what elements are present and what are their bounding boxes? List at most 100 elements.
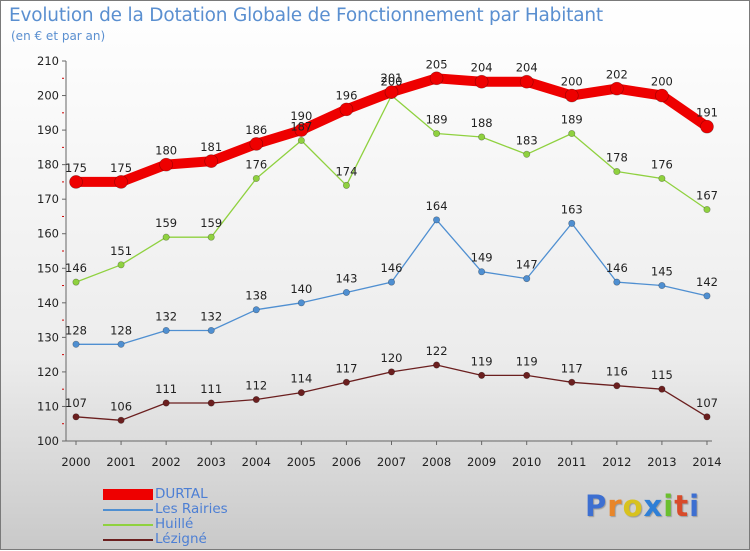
data-label-durtal: 201: [381, 71, 403, 85]
data-label-huill-: 151: [110, 244, 132, 258]
logo-letter: o: [622, 489, 644, 523]
data-label-durtal: 191: [696, 106, 718, 120]
legend-swatch-huill-: [103, 517, 153, 532]
y-tick-label: 130: [37, 330, 59, 344]
data-label-les-rairies: 163: [561, 202, 583, 216]
data-point-huill-: [478, 133, 486, 141]
data-point-l-zign-: [478, 371, 486, 379]
data-point-durtal: [429, 71, 444, 86]
data-label-les-rairies: 146: [606, 261, 628, 275]
data-point-huill-: [523, 150, 531, 158]
data-point-durtal: [159, 157, 173, 172]
data-label-l-zign-: 119: [471, 354, 493, 368]
x-tick-label: 2007: [377, 455, 406, 469]
data-point-l-zign-: [523, 371, 531, 379]
data-point-huill-: [568, 130, 576, 138]
data-point-huill-: [162, 233, 170, 241]
data-point-les-rairies: [162, 326, 170, 334]
data-point-les-rairies: [568, 219, 576, 227]
data-label-l-zign-: 107: [696, 396, 718, 410]
data-point-l-zign-: [387, 368, 395, 376]
data-point-l-zign-: [117, 416, 125, 424]
data-point-huill-: [703, 206, 711, 214]
y-tick-label: 180: [37, 158, 59, 172]
data-point-huill-: [433, 130, 441, 138]
data-label-l-zign-: 111: [155, 382, 177, 396]
data-point-durtal: [655, 88, 669, 103]
logo-letter: i: [689, 489, 701, 523]
data-point-huill-: [72, 278, 80, 286]
data-point-l-zign-: [703, 413, 711, 421]
x-tick-label: 2000: [61, 455, 90, 469]
x-tick-label: 2001: [106, 455, 135, 469]
data-label-l-zign-: 111: [200, 382, 222, 396]
data-point-durtal: [339, 102, 354, 117]
y-tick-label: 200: [37, 89, 59, 103]
legend-label-durtal: DURTAL: [155, 486, 208, 502]
data-label-huill-: 176: [245, 157, 267, 171]
data-label-durtal: 175: [65, 161, 87, 175]
data-point-les-rairies: [342, 288, 350, 296]
y-tick-label: 110: [37, 399, 59, 413]
data-point-les-rairies: [297, 299, 305, 307]
data-label-huill-: 183: [516, 133, 538, 147]
y-tick-label: 190: [37, 123, 59, 137]
x-tick-label: 2008: [422, 455, 451, 469]
data-point-l-zign-: [613, 382, 621, 390]
data-point-durtal: [294, 123, 309, 137]
data-label-l-zign-: 106: [110, 399, 132, 413]
data-label-huill-: 167: [696, 189, 718, 203]
legend-item-l-zign-: Lézigné: [103, 531, 303, 547]
data-point-l-zign-: [297, 389, 305, 397]
data-label-durtal: 175: [110, 161, 132, 175]
legend-label-huill-: Huillé: [155, 516, 194, 532]
legend-swatch-les-rairies: [103, 502, 153, 517]
data-label-les-rairies: 132: [155, 309, 177, 323]
data-point-durtal: [204, 154, 219, 168]
y-tick-label: 210: [37, 54, 59, 68]
y-tick-label: 170: [37, 192, 59, 206]
data-point-huill-: [207, 233, 215, 241]
data-point-durtal: [610, 81, 624, 96]
legend-item-les-rairies: Les Rairies: [103, 501, 303, 517]
y-tick-label: 140: [37, 296, 59, 310]
data-label-durtal: 200: [561, 75, 583, 89]
data-label-les-rairies: 149: [471, 251, 493, 265]
data-point-durtal: [474, 74, 489, 89]
data-point-les-rairies: [703, 292, 711, 300]
data-label-les-rairies: 143: [335, 271, 357, 285]
data-point-les-rairies: [523, 275, 531, 283]
data-point-les-rairies: [387, 278, 395, 286]
data-point-les-rairies: [658, 282, 666, 290]
data-point-huill-: [613, 168, 621, 176]
data-label-les-rairies: 140: [290, 282, 312, 296]
data-point-l-zign-: [433, 361, 441, 369]
data-label-les-rairies: 142: [696, 275, 718, 289]
legend-item-huill-: Huillé: [103, 516, 303, 532]
logo-letter: x: [643, 489, 664, 523]
x-tick-label: 2010: [512, 455, 541, 469]
data-point-durtal: [114, 175, 128, 189]
legend-swatch-durtal: [103, 487, 153, 502]
y-tick-label: 120: [37, 365, 59, 379]
data-label-huill-: 174: [335, 164, 357, 178]
data-point-huill-: [297, 136, 305, 144]
data-point-les-rairies: [478, 268, 486, 276]
x-tick-label: 2006: [332, 455, 361, 469]
data-label-huill-: 146: [65, 261, 87, 275]
data-point-les-rairies: [72, 340, 80, 348]
logo-letter: r: [607, 489, 623, 523]
x-tick-label: 2014: [692, 455, 721, 469]
data-label-durtal: 202: [606, 68, 628, 82]
data-point-les-rairies: [207, 326, 215, 334]
data-point-les-rairies: [433, 216, 441, 224]
data-label-les-rairies: 164: [426, 199, 448, 213]
data-point-huill-: [342, 181, 350, 189]
x-tick-label: 2003: [197, 455, 226, 469]
data-point-huill-: [117, 261, 125, 269]
series-line-huill-: [75, 94, 708, 283]
series-layer: [69, 71, 714, 424]
x-tick-label: 2005: [287, 455, 316, 469]
